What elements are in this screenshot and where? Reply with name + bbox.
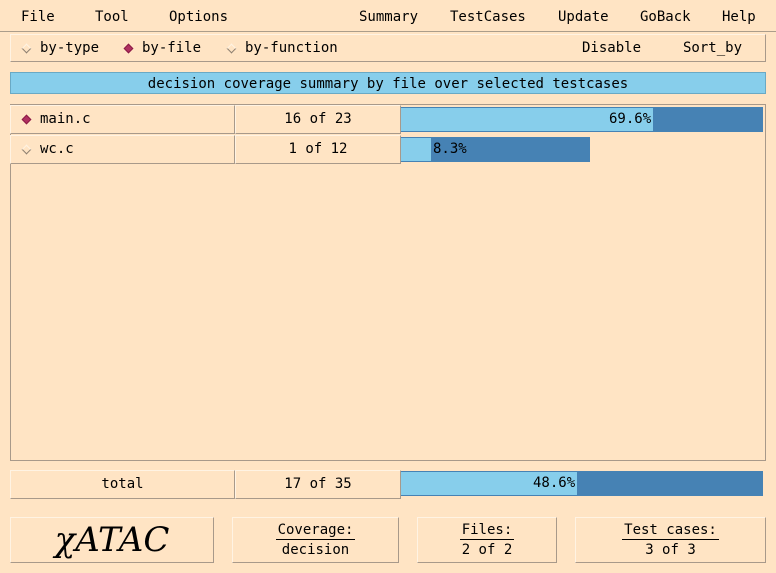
radio-by-type[interactable]: by-type (19, 39, 99, 57)
total-coverage-percent: 48.6% (533, 475, 576, 491)
coverage-bar-fill (401, 138, 431, 161)
file-name: main.c (40, 111, 91, 127)
menubar-divider (0, 31, 776, 32)
coverage-bar: 8.3% (401, 137, 590, 162)
total-coverage-bar-fill (401, 472, 577, 495)
testcases-status-title: Test cases: (622, 522, 719, 540)
sort-by-button[interactable]: Sort_by (683, 40, 743, 56)
coverage-percent: 69.6% (609, 111, 652, 127)
file-row[interactable]: wc.c 1 of 12 (10, 135, 401, 164)
file-name-cell[interactable]: main.c (10, 105, 235, 134)
total-row: total 17 of 35 (10, 470, 401, 499)
radio-by-file-label: by-file (142, 40, 202, 56)
file-count: 16 of 23 (235, 105, 401, 134)
coverage-status-title: Coverage: (275, 522, 356, 540)
coverage-bar-fill (401, 108, 653, 131)
menu-tool[interactable]: Tool (95, 9, 129, 25)
disable-button[interactable]: Disable (582, 40, 642, 56)
files-status-title: Files: (459, 522, 515, 540)
total-count: 17 of 35 (235, 470, 401, 499)
file-name-cell[interactable]: wc.c (10, 135, 235, 164)
radio-off-icon (226, 43, 237, 53)
menu-summary[interactable]: Summary (359, 9, 419, 25)
file-list (10, 104, 766, 461)
menu-help[interactable]: Help (722, 9, 756, 25)
radio-by-function-label: by-function (245, 40, 338, 56)
total-label: total (10, 470, 235, 499)
app-logo: χATAC (10, 517, 214, 563)
radio-on-icon (123, 43, 134, 53)
testcases-status[interactable]: Test cases: 3 of 3 (575, 517, 766, 563)
radio-by-function[interactable]: by-function (224, 39, 338, 57)
file-name: wc.c (40, 141, 74, 157)
files-status-value: 2 of 2 (461, 542, 513, 558)
menu-options[interactable]: Options (169, 9, 229, 25)
testcases-status-value: 3 of 3 (645, 542, 696, 558)
summary-banner: decision coverage summary by file over s… (10, 72, 766, 94)
selected-marker-icon (21, 114, 32, 125)
coverage-status-value: decision (281, 542, 350, 558)
mode-bar (10, 34, 766, 62)
coverage-status[interactable]: Coverage: decision (232, 517, 399, 563)
files-status[interactable]: Files: 2 of 2 (417, 517, 557, 563)
unselected-marker-icon (21, 144, 32, 155)
coverage-percent: 8.3% (433, 141, 467, 157)
radio-by-type-label: by-type (40, 40, 100, 56)
menu-testcases[interactable]: TestCases (450, 9, 526, 25)
menu-update[interactable]: Update (558, 9, 609, 25)
total-coverage-bar: 48.6% (401, 471, 763, 496)
file-row[interactable]: main.c 16 of 23 (10, 105, 401, 134)
menu-goback[interactable]: GoBack (640, 9, 691, 25)
menu-file[interactable]: File (21, 9, 55, 25)
radio-off-icon (21, 43, 32, 53)
radio-by-file[interactable]: by-file (121, 39, 201, 57)
coverage-bar: 69.6% (401, 107, 763, 132)
file-count: 1 of 12 (235, 135, 401, 164)
